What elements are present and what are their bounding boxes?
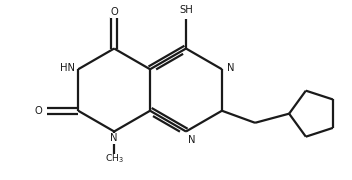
Text: SH: SH — [179, 5, 193, 15]
Text: N: N — [227, 62, 234, 73]
Text: N: N — [111, 133, 118, 143]
Text: N: N — [188, 135, 196, 145]
Text: O: O — [35, 106, 43, 116]
Text: CH$_3$: CH$_3$ — [105, 153, 124, 165]
Text: O: O — [110, 7, 118, 17]
Text: HN: HN — [60, 63, 75, 73]
